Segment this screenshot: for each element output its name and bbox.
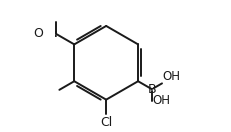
Text: O: O (33, 27, 43, 40)
Text: B: B (147, 83, 155, 96)
Text: OH: OH (162, 70, 180, 83)
Text: OH: OH (152, 94, 170, 107)
Text: Cl: Cl (100, 116, 112, 129)
